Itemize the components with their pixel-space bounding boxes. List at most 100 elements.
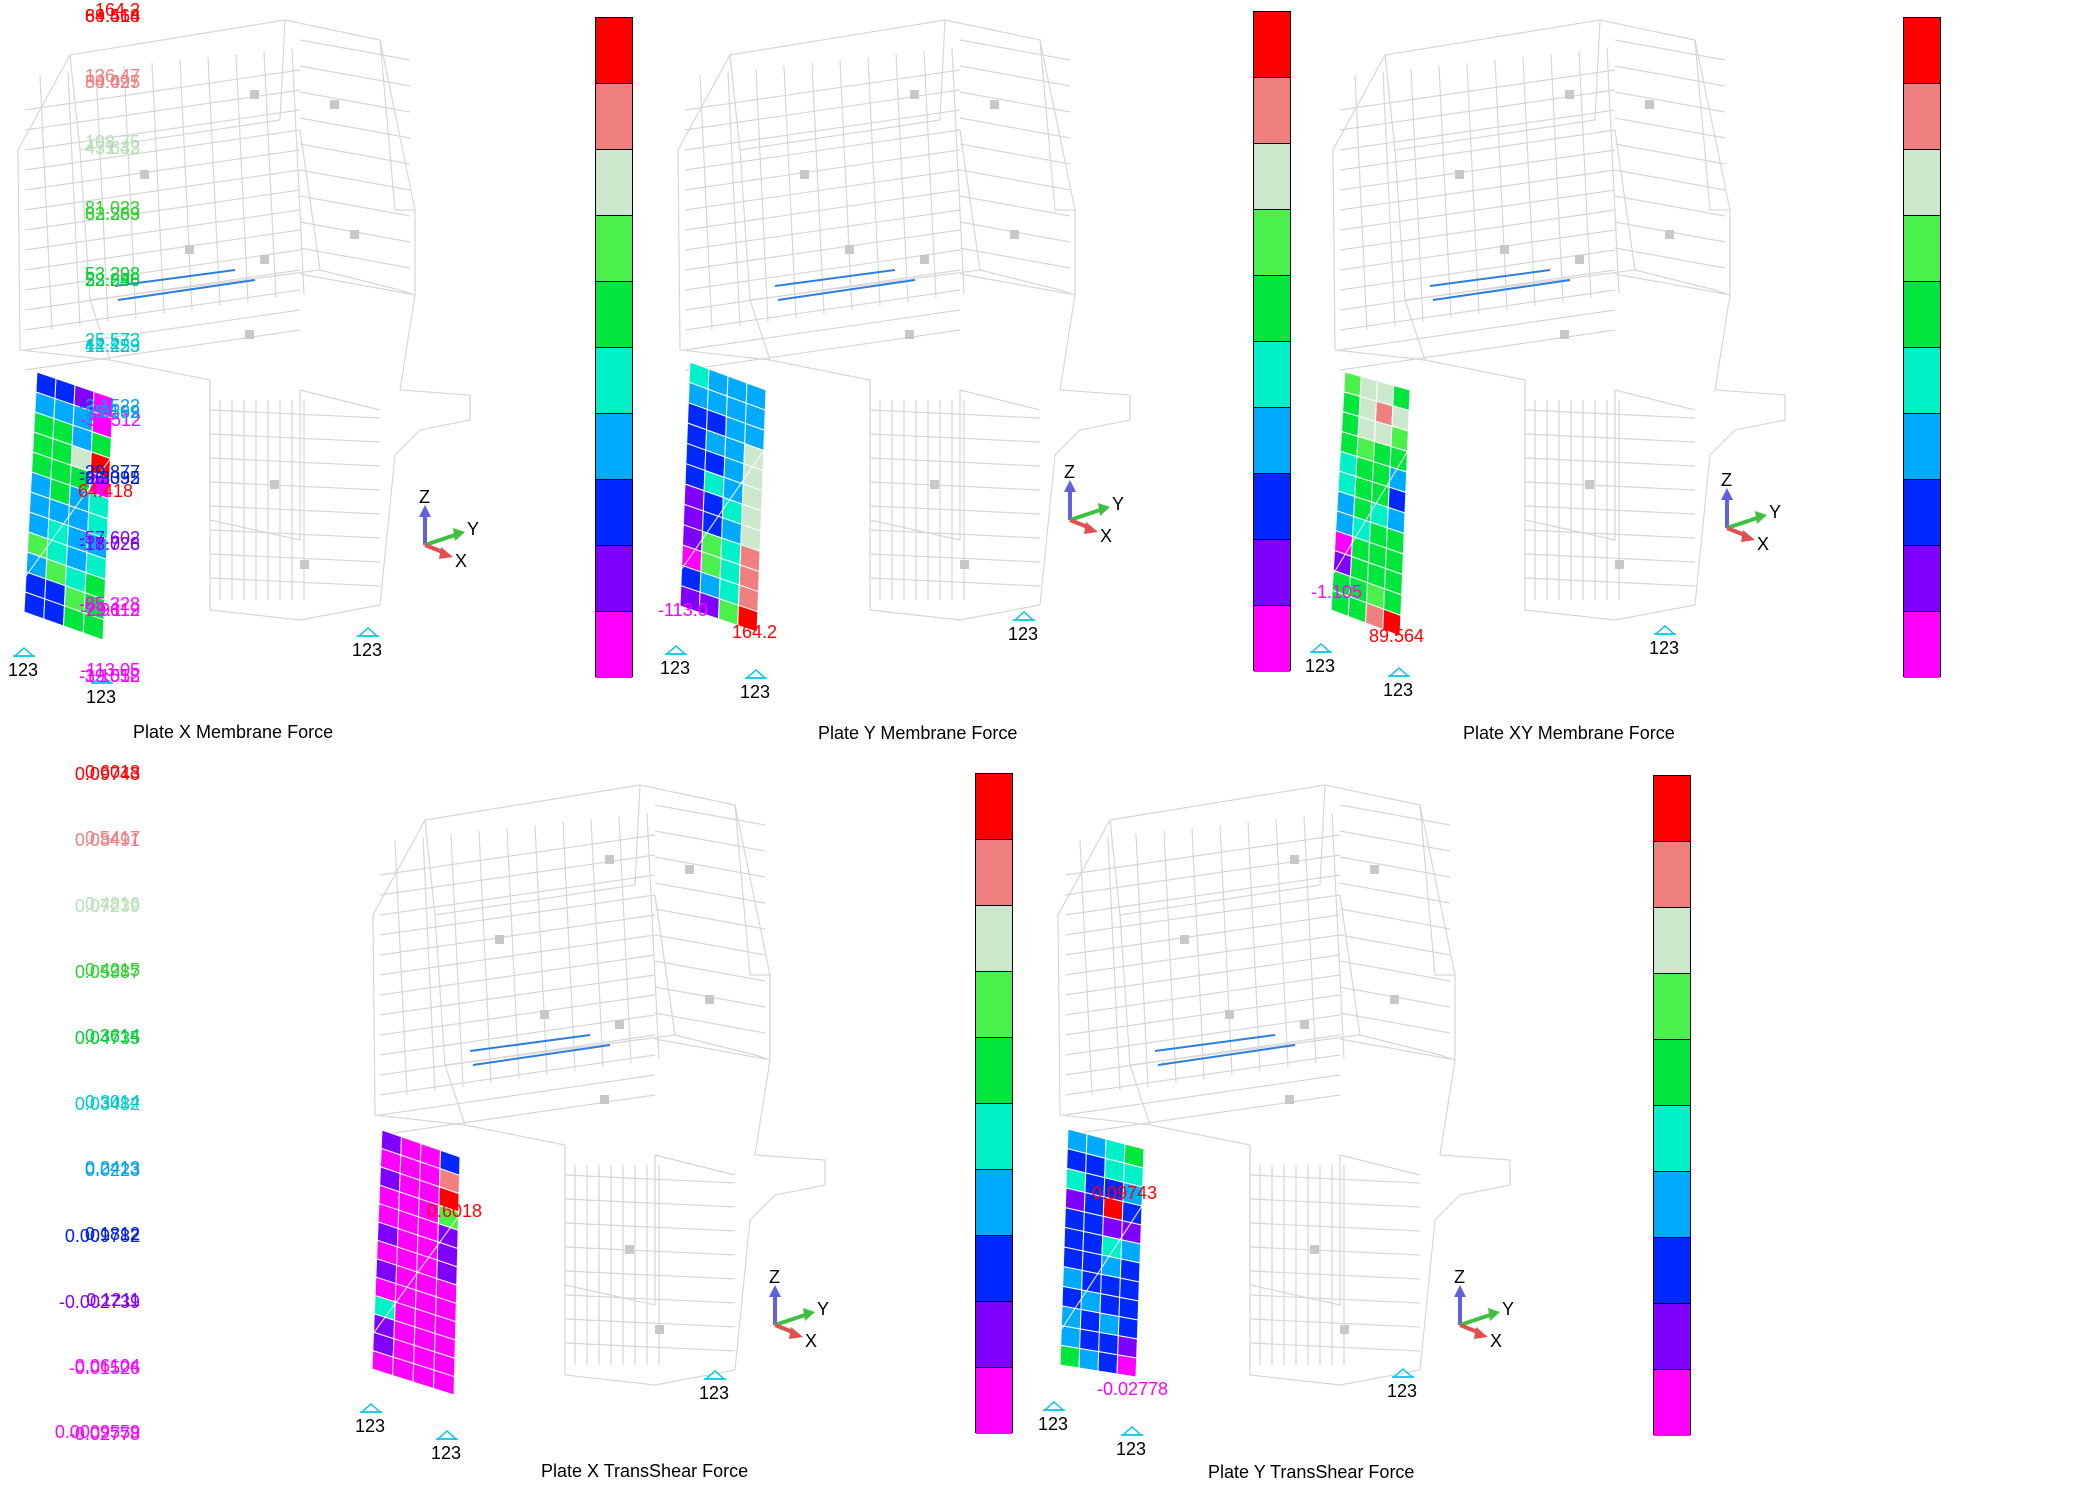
- legend-tick-label: 81.023: [84, 198, 140, 218]
- mesh-line: [654, 882, 766, 904]
- support-marker: 123: [431, 1429, 461, 1463]
- plate-element: [1061, 1285, 1083, 1311]
- mesh-line: [209, 529, 381, 539]
- mesh-line: [379, 954, 656, 996]
- support-label: 123: [1649, 638, 1679, 658]
- mesh-line: [618, 815, 632, 1064]
- y-axis-label: Y: [1502, 1299, 1514, 1319]
- structure-edge: [424, 784, 641, 916]
- mesh-line: [1339, 69, 1616, 111]
- node-marker: [350, 230, 359, 239]
- mesh-line: [24, 69, 301, 111]
- legend-band: [1654, 1304, 1690, 1370]
- mesh-line: [209, 481, 381, 491]
- legend-tick-label: -0.02778: [68, 1424, 140, 1444]
- mesh-line: [783, 65, 797, 319]
- structure-edge: [749, 299, 771, 361]
- support-marker: 123: [699, 1369, 729, 1403]
- structure-edge: [1634, 269, 1731, 296]
- node-marker: [685, 865, 694, 874]
- legend-tick-label: -0.002739: [58, 1292, 140, 1312]
- mesh-line: [923, 50, 937, 299]
- z-axis-head: [1064, 480, 1076, 492]
- mesh-line: [684, 149, 961, 191]
- node-marker: [605, 855, 614, 864]
- legend-tick-label: 0.1211: [86, 1290, 140, 1310]
- structure-edge: [734, 804, 770, 976]
- mesh-line: [867, 56, 881, 307]
- node-marker: [270, 480, 279, 489]
- legend-tick-label: -29.877: [78, 462, 140, 482]
- mesh-line: [684, 229, 961, 271]
- node-marker: [1615, 560, 1624, 569]
- beam-line: [1432, 279, 1571, 301]
- legend-tick-label: 0.07239: [74, 896, 140, 916]
- structure-mesh: [17, 19, 471, 621]
- support-label: 123: [86, 687, 116, 707]
- support-triangle: [665, 644, 687, 655]
- mesh-line: [1524, 457, 1696, 467]
- mesh-line: [564, 1270, 736, 1280]
- beam-line: [469, 1034, 591, 1052]
- plate-element: [1097, 1351, 1119, 1375]
- mesh-line: [1339, 109, 1616, 151]
- legend-band: [1904, 18, 1940, 84]
- beam-line: [774, 269, 896, 287]
- legend-band: [596, 348, 632, 414]
- support-label: 123: [699, 1383, 729, 1403]
- structure-edge: [79, 129, 321, 301]
- legend-band: [1654, 1040, 1690, 1106]
- axis-triad: Z YX: [1454, 1267, 1514, 1351]
- legend-band: [976, 1170, 1012, 1236]
- mesh-line: [959, 195, 1071, 217]
- plate-element: [1059, 1344, 1081, 1369]
- mesh-line: [1249, 1222, 1421, 1232]
- node-marker: [1575, 255, 1584, 264]
- mesh-line: [869, 529, 1041, 539]
- mesh-line: [1249, 1198, 1421, 1208]
- mesh-line: [379, 834, 656, 876]
- structure-edge: [1359, 1034, 1456, 1061]
- legend-band: [1254, 540, 1290, 606]
- structure-model: 123 123 123 Z YX -113.0 164.2: [658, 19, 1131, 702]
- mesh-line: [1339, 289, 1616, 331]
- plate-element: [1382, 608, 1402, 637]
- mesh-line: [1249, 1342, 1421, 1352]
- node-marker: [300, 560, 309, 569]
- mesh-line: [1339, 1038, 1451, 1060]
- mesh-line: [1410, 68, 1424, 323]
- node-marker: [1565, 90, 1574, 99]
- structure-edge: [654, 1154, 736, 1176]
- mesh-line: [1247, 821, 1261, 1072]
- beam-line: [1157, 1044, 1296, 1066]
- mesh-line: [959, 169, 1071, 191]
- panel-caption: Plate Y Membrane Force: [818, 723, 1018, 743]
- mesh-line: [478, 830, 492, 1084]
- legend-tick-label: 71.43: [94, 138, 140, 158]
- mesh-line: [1249, 1174, 1421, 1184]
- axis-triad: Z YX: [1721, 470, 1781, 554]
- mesh-line: [869, 409, 1041, 419]
- min-value-label: -39.512: [80, 410, 141, 430]
- y-axis-label: Y: [817, 1299, 829, 1319]
- legend-band: [596, 216, 632, 282]
- legend-tick-label: 80.497: [84, 72, 140, 92]
- support-label: 123: [8, 660, 38, 680]
- mesh-line: [959, 65, 1071, 87]
- structure-edge: [209, 380, 301, 541]
- max-value-label: 164.2: [732, 622, 777, 642]
- support-marker: 123: [1038, 1400, 1068, 1434]
- support-triangle: [1013, 610, 1035, 621]
- mesh-line: [1079, 839, 1093, 1096]
- plate-element: [1098, 1312, 1120, 1337]
- structure-edge: [1614, 389, 1696, 411]
- mesh-line: [654, 830, 766, 852]
- support-label: 123: [1038, 1414, 1068, 1434]
- support-marker: 123: [355, 1402, 385, 1436]
- mesh-line: [684, 189, 961, 231]
- mesh-line: [1382, 71, 1396, 327]
- mesh-line: [684, 309, 961, 351]
- legend-tick-label: 0.6018: [84, 762, 140, 782]
- structure-edge: [1119, 894, 1361, 1066]
- support-marker: 123: [660, 644, 690, 678]
